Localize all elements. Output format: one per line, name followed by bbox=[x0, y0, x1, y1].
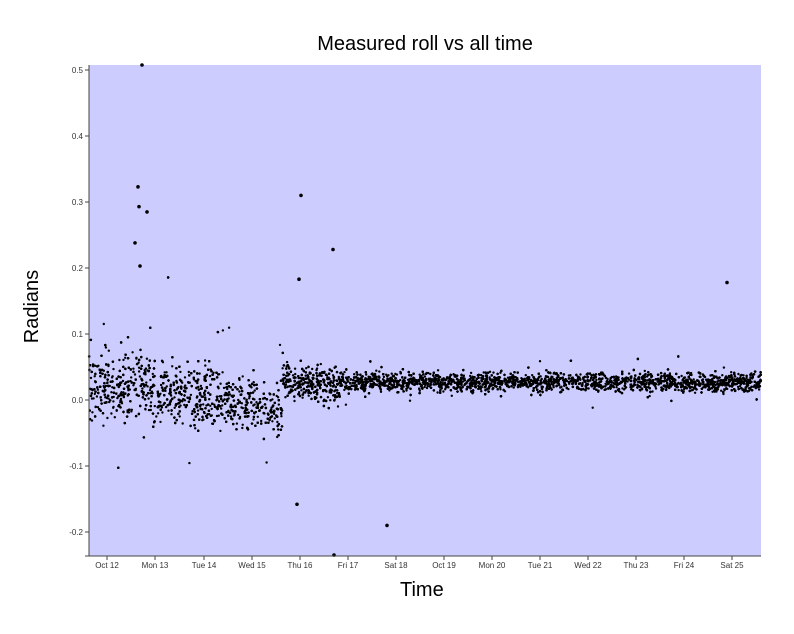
plot-area bbox=[89, 65, 761, 556]
chart-title: Measured roll vs all time bbox=[317, 33, 533, 55]
x-axis: Oct 12 Mon 13 Tue 14 Wed 15 Thu 16 Fri 17 Sat … bbox=[85, 555, 761, 570]
data-points bbox=[87, 63, 763, 557]
y-axis: -0.2-0.10.00.10.20.30.40.5 bbox=[69, 65, 90, 556]
x-axis-label: Time bbox=[400, 579, 444, 601]
